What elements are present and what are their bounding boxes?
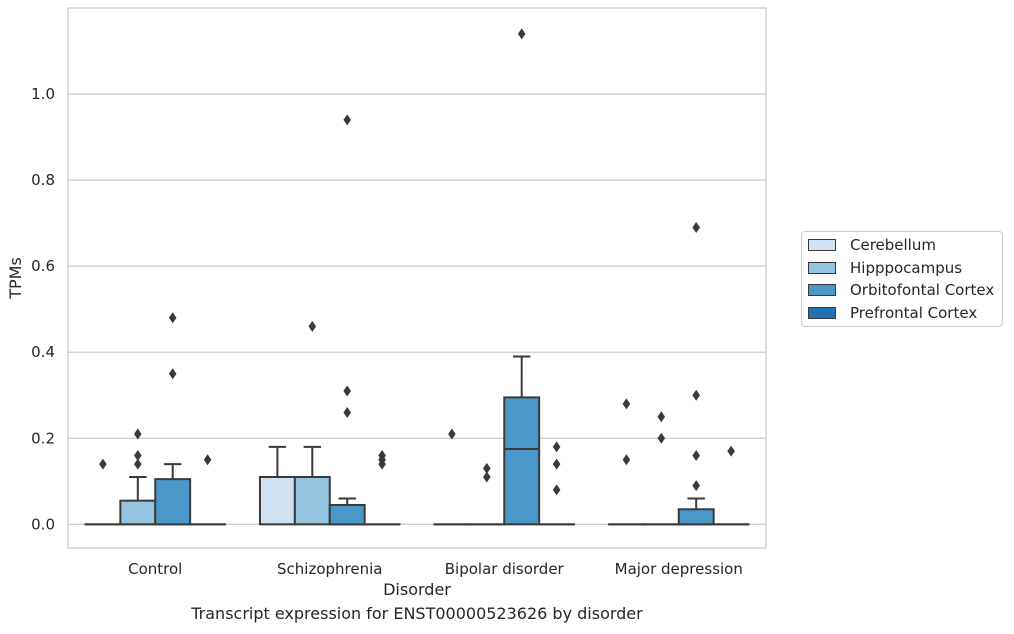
outlier-marker	[727, 445, 735, 457]
outlier-marker	[552, 441, 561, 453]
y-tick-label: 1.0	[31, 85, 55, 103]
y-tick-label: 0.6	[31, 257, 55, 275]
outlier-marker	[692, 221, 700, 233]
box-orbitofontal-cortex-control	[154, 463, 192, 526]
outlier-marker	[657, 432, 666, 444]
outlier-marker	[134, 458, 142, 470]
box-body	[677, 508, 715, 526]
outlier-marker	[168, 368, 177, 380]
outlier-marker	[483, 462, 491, 474]
legend-swatch-cerebellum	[808, 239, 836, 251]
outlier-marker	[343, 385, 351, 397]
outlier-marker	[134, 428, 142, 440]
box-body	[503, 396, 541, 526]
y-tick-label: 0.4	[31, 343, 55, 361]
plot-area-frame	[67, 7, 767, 549]
legend-swatch-orbitofrontal-cortex	[808, 284, 836, 296]
outlier-marker	[134, 449, 142, 461]
y-tick-label: 0.0	[31, 515, 55, 533]
outlier-marker	[622, 454, 631, 466]
x-tick-label: Control	[128, 560, 182, 578]
legend-swatch-hippocampus	[808, 262, 836, 274]
outlier-marker	[552, 484, 561, 496]
box-hipppocampus-schizophrenia	[293, 445, 331, 526]
outlier-marker	[343, 114, 351, 126]
x-tick-label: Major depression	[615, 560, 743, 578]
box-orbitofontal-cortex-schizophrenia	[328, 497, 366, 526]
box-body	[119, 499, 157, 526]
box-body	[328, 503, 366, 526]
legend: Cerebellum Hipppocampus Orbitofontal Cor…	[801, 231, 1003, 327]
legend-item-hippocampus: Hipppocampus	[808, 258, 962, 278]
gridlines	[68, 93, 766, 525]
box-body	[258, 476, 296, 526]
box-orbitofontal-cortex-major-depression	[677, 497, 715, 526]
y-axis-label: TPMs	[6, 257, 25, 300]
legend-item-orbitofrontal-cortex: Orbitofontal Cortex	[808, 280, 994, 300]
outlier-marker	[99, 458, 107, 470]
outlier-marker	[657, 411, 666, 423]
outlier-marker	[483, 471, 491, 483]
y-tick-label: 0.8	[31, 171, 55, 189]
outlier-marker	[692, 449, 700, 461]
outlier-marker	[517, 28, 526, 40]
box-cerebellum-schizophrenia	[258, 445, 296, 526]
y-tick-labels: 0.0 0.2 0.4 0.6 0.8 1.0	[31, 85, 55, 533]
legend-item-prefrontal-cortex: Prefrontal Cortex	[808, 303, 977, 323]
legend-item-cerebellum: Cerebellum	[808, 235, 936, 255]
outlier-marker	[692, 480, 700, 492]
outlier-marker	[622, 398, 631, 410]
box-body	[154, 478, 192, 526]
boxes	[84, 355, 750, 526]
y-tick-label: 0.2	[31, 429, 55, 447]
x-tick-labels: Control Schizophrenia Bipolar disorder Majo…	[128, 560, 743, 578]
box-hipppocampus-control	[119, 476, 157, 526]
legend-label-hippocampus: Hipppocampus	[850, 259, 963, 277]
outlier-marker	[343, 406, 351, 418]
legend-swatch-prefrontal-cortex	[808, 307, 836, 319]
outlier-marker	[203, 454, 212, 466]
outlier-marker	[552, 458, 561, 470]
outlier-marker	[448, 428, 456, 440]
x-tick-label: Schizophrenia	[277, 560, 382, 578]
legend-label-orbitofrontal-cortex: Orbitofontal Cortex	[850, 281, 995, 299]
outlier-marker	[378, 458, 386, 470]
figure-caption: Transcript expression for ENST0000052362…	[191, 604, 643, 623]
outlier-marker	[308, 320, 317, 332]
outlier-marker	[168, 312, 177, 324]
legend-label-cerebellum: Cerebellum	[850, 236, 936, 254]
box-orbitofontal-cortex-bipolar-disorder	[503, 355, 541, 526]
legend-label-prefrontal-cortex: Prefrontal Cortex	[850, 304, 978, 322]
outlier-marker	[692, 389, 700, 401]
x-tick-label: Bipolar disorder	[445, 560, 565, 578]
x-axis-label: Disorder	[383, 580, 451, 599]
box-body	[293, 476, 331, 526]
outlier-markers	[99, 28, 735, 496]
